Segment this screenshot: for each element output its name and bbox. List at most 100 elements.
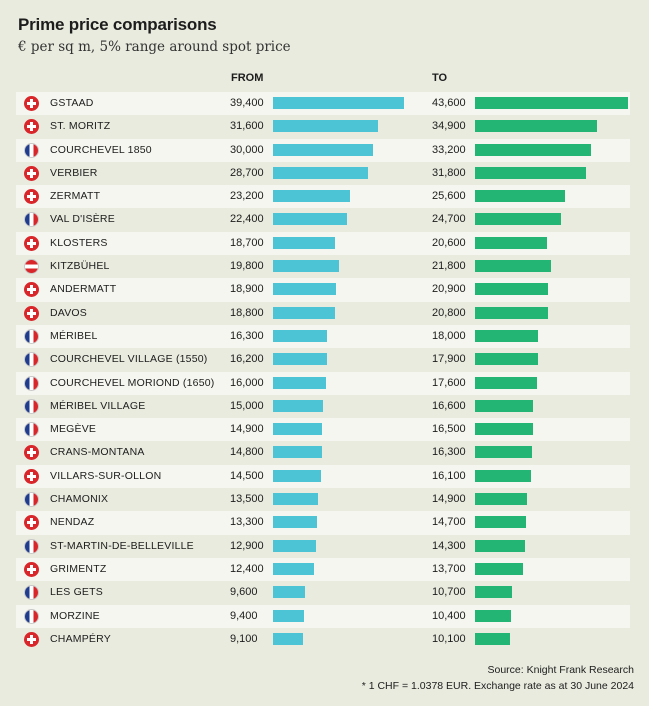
to-bar <box>475 236 548 249</box>
from-bar <box>273 120 378 133</box>
to-value-label: 16,300 <box>432 446 466 459</box>
to-bar <box>475 166 587 179</box>
from-value-label: 30,000 <box>230 143 264 156</box>
to-value-label: 24,700 <box>432 213 466 226</box>
resort-row: GRIMENTZ 12,400 13,700 <box>16 557 630 582</box>
from-bar <box>273 353 327 366</box>
from-bar <box>273 166 369 179</box>
to-value-label: 25,600 <box>432 190 466 203</box>
resort-row: MEGÈVE 14,900 16,500 <box>16 418 630 442</box>
from-bar <box>273 516 318 529</box>
resort-row: VERBIER 28,700 31,800 <box>16 162 630 185</box>
to-column-header: TO <box>432 72 448 84</box>
to-value-label: 18,000 <box>432 329 466 342</box>
resort-name: ZERMATT <box>50 190 101 203</box>
resort-row: KLOSTERS 18,700 20,600 <box>16 231 630 256</box>
to-value-label: 14,900 <box>432 493 466 506</box>
from-bar <box>273 586 305 599</box>
resort-row: DAVOS 18,800 20,800 <box>16 302 630 325</box>
resort-name: DAVOS <box>50 306 87 319</box>
chart-subtitle: € per sq m, 5% range around spot price <box>18 39 291 55</box>
swiss-flag-icon <box>24 189 39 205</box>
swiss-flag-icon <box>24 165 39 181</box>
resort-name: ST. MORITZ <box>50 120 111 133</box>
to-bar <box>475 260 552 273</box>
to-bar <box>475 97 628 109</box>
from-value-label: 28,700 <box>230 166 264 179</box>
resort-name: NENDAZ <box>50 516 95 529</box>
from-value-label: 16,000 <box>230 376 264 389</box>
from-bar <box>273 446 323 459</box>
source-note: Source: Knight Frank Research <box>487 664 635 676</box>
to-value-label: 20,900 <box>432 283 466 296</box>
to-value-label: 17,900 <box>432 353 466 366</box>
to-value-label: 10,400 <box>432 609 466 622</box>
from-bar <box>273 493 318 506</box>
resort-row: VAL D'ISÈRE 22,400 24,700 <box>16 208 630 231</box>
resort-row: COURCHEVEL MORIOND (1650) 16,000 17,600 <box>16 371 630 395</box>
swiss-flag-icon <box>24 631 39 647</box>
to-value-label: 16,500 <box>432 423 466 436</box>
resort-name: MORZINE <box>50 609 100 622</box>
resort-name: LES GETS <box>50 586 103 599</box>
resort-name: MEGÈVE <box>50 423 97 436</box>
exchange-rate-note: * 1 CHF = 1.0378 EUR. Exchange rate as a… <box>361 680 634 692</box>
to-bar <box>475 539 526 552</box>
resort-row: MÉRIBEL VILLAGE 15,000 16,600 <box>16 395 630 418</box>
to-value-label: 14,700 <box>432 516 466 529</box>
from-bar <box>273 283 336 296</box>
french-flag-icon <box>24 538 39 554</box>
from-bar <box>273 143 373 156</box>
resort-row: ST-MARTIN-DE-BELLEVILLE 12,900 14,300 <box>16 535 630 558</box>
to-bar <box>475 306 548 319</box>
from-value-label: 12,400 <box>230 562 264 575</box>
to-value-label: 16,100 <box>432 469 466 482</box>
from-bar <box>273 97 404 109</box>
resort-name: VAL D'ISÈRE <box>50 213 115 226</box>
from-bar <box>273 399 323 412</box>
resort-row: GSTAAD 39,400 43,600 <box>16 92 630 116</box>
to-value-label: 34,900 <box>432 120 466 133</box>
austrian-flag-icon <box>24 259 39 275</box>
swiss-flag-icon <box>24 515 39 531</box>
swiss-flag-icon <box>24 96 39 111</box>
swiss-flag-icon <box>24 445 39 461</box>
to-bar <box>475 329 538 342</box>
to-bar <box>475 353 538 366</box>
from-value-label: 14,500 <box>230 469 264 482</box>
resort-row: ST. MORITZ 31,600 34,900 <box>16 115 630 138</box>
to-bar <box>475 516 527 529</box>
to-bar <box>475 446 533 459</box>
resort-name: CHAMPÉRY <box>50 632 111 645</box>
to-bar <box>475 562 523 575</box>
from-value-label: 12,900 <box>230 539 264 552</box>
to-value-label: 10,100 <box>432 632 466 645</box>
to-bar <box>475 586 513 599</box>
to-bar <box>475 632 511 645</box>
from-bar <box>273 213 348 226</box>
to-bar <box>475 376 537 389</box>
from-column-header: FROM <box>231 72 264 84</box>
swiss-flag-icon <box>24 282 39 298</box>
swiss-flag-icon <box>24 468 39 484</box>
from-value-label: 18,800 <box>230 306 264 319</box>
from-value-label: 39,400 <box>230 97 264 109</box>
to-value-label: 10,700 <box>432 586 466 599</box>
resort-name: COURCHEVEL MORIOND (1650) <box>50 376 215 389</box>
to-bar <box>475 143 592 156</box>
french-flag-icon <box>24 492 39 508</box>
to-bar <box>475 609 512 622</box>
from-bar <box>273 329 328 342</box>
resort-row: COURCHEVEL VILLAGE (1550) 16,200 17,900 <box>16 348 630 371</box>
french-flag-icon <box>24 398 39 414</box>
french-flag-icon <box>24 422 39 438</box>
to-value-label: 14,300 <box>432 539 466 552</box>
from-value-label: 23,200 <box>230 190 264 203</box>
to-bar <box>475 493 528 506</box>
swiss-flag-icon <box>24 119 39 135</box>
resort-name: CRANS-MONTANA <box>50 446 145 459</box>
resort-row: LES GETS 9,600 10,700 <box>16 581 630 604</box>
resort-name: GRIMENTZ <box>50 562 107 575</box>
from-value-label: 15,000 <box>230 399 264 412</box>
